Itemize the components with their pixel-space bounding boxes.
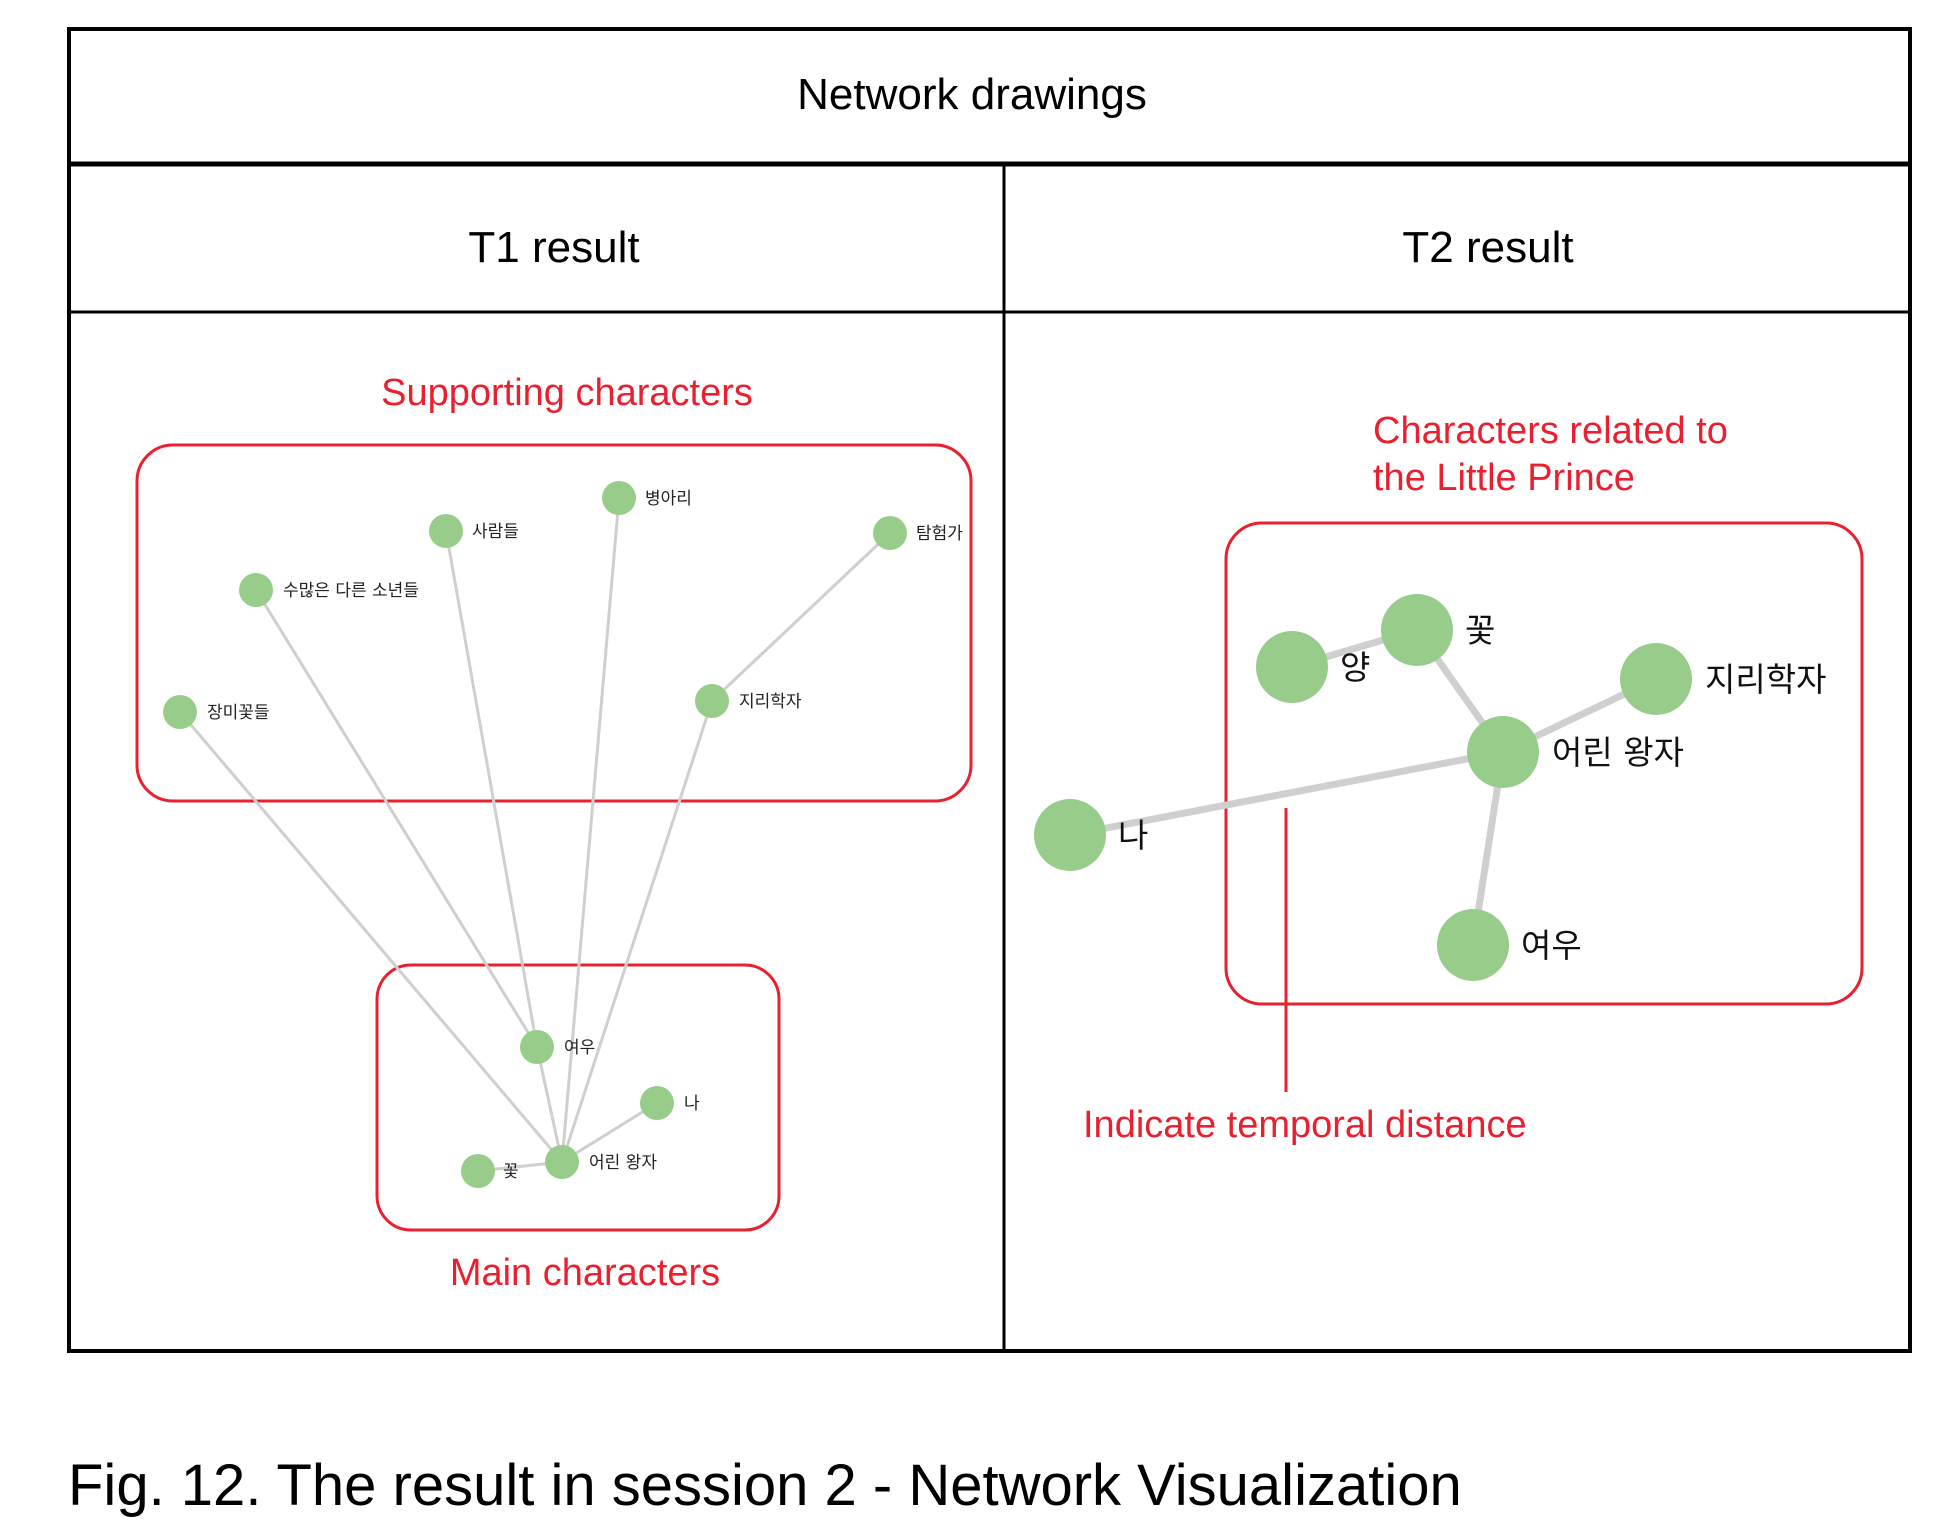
t2-node-eorinwangja-dot: [1467, 716, 1539, 788]
t2-node-kkot-label: 꽃: [1465, 611, 1495, 650]
t2-node-kkot-dot: [1381, 594, 1453, 666]
t2-node-yeou-dot: [1437, 909, 1509, 981]
t1-node-byeongari-label: 병아리: [645, 489, 692, 509]
main-characters-label: Main characters: [450, 1252, 720, 1294]
t1-node-kkot-dot: [461, 1154, 495, 1188]
t2-node-eorinwangja-label: 어린 왕자: [1552, 733, 1684, 772]
t2-node-yang: 양: [1256, 631, 1370, 703]
t1-node-saramdeul: 사람들: [429, 514, 519, 548]
t2-node-jirihakja-label: 지리학자: [1705, 660, 1826, 699]
t1-node-tamheomga-label: 탐험가: [916, 524, 963, 544]
t1-node-yeou-dot: [520, 1030, 554, 1064]
t1-node-sumaneun-dot: [239, 573, 273, 607]
t1-node-jirihakja-dot: [695, 684, 729, 718]
supporting-characters-label: Supporting characters: [381, 372, 753, 414]
t1-node-jangmi-dot: [163, 695, 197, 729]
t1-node-saramdeul-label: 사람들: [472, 522, 519, 542]
t2-panel: Characters related to the Little Prince …: [1034, 410, 1864, 1146]
t1-edge-saramdeul-yeou: [444, 530, 539, 1048]
temporal-distance-label: Indicate temporal distance: [1083, 1104, 1527, 1146]
t1-panel: Supporting characters Main characters 장미…: [135, 372, 973, 1294]
t1-node-kkot-label: 꽃: [503, 1162, 519, 1182]
t2-node-yang-dot: [1256, 631, 1328, 703]
t1-nodes: 장미꽃들 수많은 다른 소년들 사람들 병아리 탐험가 지리학자: [163, 481, 963, 1188]
t1-edge-na-eorinwangja: [561, 1101, 658, 1164]
t2-node-na-dot: [1034, 799, 1106, 871]
t1-edge-jangmi-eorinwangja: [178, 711, 564, 1163]
supporting-characters-box: [135, 443, 973, 803]
t1-node-na-label: 나: [684, 1094, 700, 1114]
t2-node-jirihakja-dot: [1620, 643, 1692, 715]
t1-node-sumaneun-label: 수많은 다른 소년들: [283, 581, 419, 601]
t1-node-eorinwangja: 어린 왕자: [545, 1145, 657, 1179]
t1-node-jangmi: 장미꽃들: [163, 695, 270, 729]
t2-node-yeou: 여우: [1437, 909, 1582, 981]
t1-node-yeou: 여우: [520, 1030, 595, 1064]
t1-node-eorinwangja-label: 어린 왕자: [589, 1153, 657, 1173]
t1-node-jirihakja: 지리학자: [695, 684, 802, 718]
t2-column-header: T2 result: [1402, 223, 1573, 272]
related-characters-label-line1: Characters related to: [1373, 410, 1728, 452]
t1-node-eorinwangja-dot: [545, 1145, 579, 1179]
t2-nodes: 양 꽃 지리학자 어린 왕자 나 여우: [1034, 594, 1826, 981]
t2-node-na-label: 나: [1118, 816, 1148, 855]
t2-node-jirihakja: 지리학자: [1620, 643, 1826, 715]
table-outer-border: [67, 27, 1912, 1353]
t1-edge-sumaneun-yeou: [254, 589, 539, 1048]
t1-node-yeou-label: 여우: [564, 1038, 595, 1058]
t1-node-saramdeul-dot: [429, 514, 463, 548]
t2-node-eorinwangja: 어린 왕자: [1467, 716, 1684, 788]
t1-edge-jirihakja-eorinwangja: [560, 700, 714, 1163]
t1-node-tamheomga: 탐험가: [873, 516, 963, 550]
t1-edge-yeou-eorinwangja: [535, 1046, 564, 1163]
t1-node-sumaneun: 수많은 다른 소년들: [239, 573, 419, 607]
t2-node-kkot: 꽃: [1381, 594, 1495, 666]
main-characters-box: [375, 963, 781, 1232]
t1-node-byeongari: 병아리: [602, 481, 692, 515]
t2-edge-na-eorinwangja: [1066, 748, 1507, 839]
t1-node-na-dot: [640, 1086, 674, 1120]
t1-node-na: 나: [640, 1086, 700, 1120]
table-title: Network drawings: [797, 70, 1147, 119]
related-characters-label-line2: the Little Prince: [1373, 457, 1635, 499]
t1-edge-tamheomga-jirihakja: [710, 531, 892, 703]
t1-node-jirihakja-label: 지리학자: [739, 692, 802, 712]
t2-node-na: 나: [1034, 799, 1148, 871]
figure-caption: Fig. 12. The result in session 2 - Netwo…: [68, 1453, 1462, 1518]
t1-column-header: T1 result: [468, 223, 639, 272]
t1-node-tamheomga-dot: [873, 516, 907, 550]
t2-node-yeou-label: 여우: [1521, 926, 1582, 965]
table-frame: [67, 27, 1912, 1353]
t1-edge-byeongari-eorinwangja: [560, 497, 621, 1163]
t2-node-yang-label: 양: [1340, 648, 1370, 687]
t1-node-kkot: 꽃: [461, 1154, 519, 1188]
related-characters-box: [1224, 521, 1864, 1006]
t1-node-jangmi-label: 장미꽃들: [207, 703, 270, 723]
t1-node-byeongari-dot: [602, 481, 636, 515]
